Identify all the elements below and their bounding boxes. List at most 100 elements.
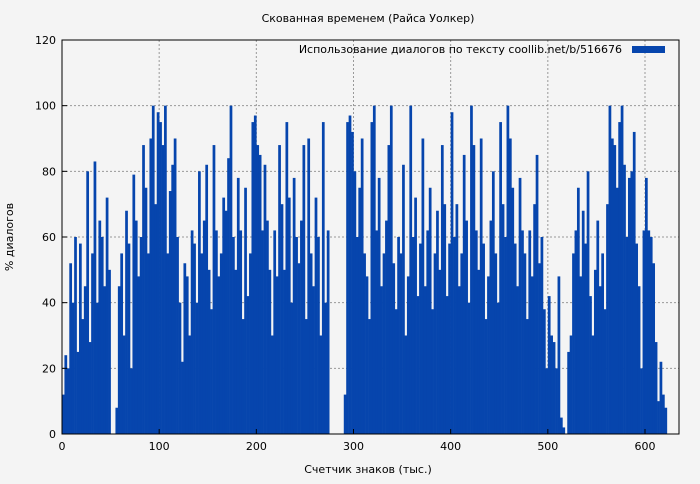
x-tick-label: 100 [149,440,170,453]
bar [399,253,403,434]
bar [251,122,255,434]
bar [222,197,226,434]
bar [360,138,364,434]
bar [477,269,481,434]
bar [654,342,658,434]
bar [156,112,160,434]
bar [440,145,444,435]
bar [411,237,415,434]
bar [295,237,298,434]
bar [380,286,383,434]
bar [321,122,325,434]
bar [482,243,485,434]
bar [285,122,289,434]
bar [183,263,187,434]
bar [161,145,165,435]
bar [652,263,656,434]
bar [263,164,267,434]
bar [419,243,422,434]
bar [312,286,315,434]
bar [168,191,172,434]
bar [319,335,323,434]
bar [484,319,488,434]
bar [494,253,498,434]
bar [171,164,175,434]
bar [86,171,90,435]
bar [606,204,609,434]
bar [596,220,600,434]
bar [346,122,349,434]
bar [608,105,612,435]
bar [416,296,420,434]
bar [280,204,284,434]
x-tick-label: 0 [59,440,66,453]
bar [513,243,517,434]
bar [125,210,128,434]
bar [154,204,158,434]
bar [635,243,639,434]
bar [627,177,631,434]
bar [533,204,536,434]
bar [270,335,274,434]
bar [501,204,505,434]
bar [185,276,189,434]
bar [487,276,490,434]
bar [589,296,592,434]
bar [584,243,587,434]
bar [460,253,464,434]
bar [438,269,442,434]
bar [229,105,233,435]
bar [404,335,408,434]
bar [74,237,77,434]
bar [302,145,306,435]
bar [470,105,473,435]
bar [210,309,213,434]
bar [324,302,328,434]
bar [317,237,320,434]
bar [266,220,269,434]
bar [567,351,570,434]
bar [144,187,148,434]
bar [181,361,184,434]
y-tick-label: 40 [42,297,56,310]
bar [139,237,143,434]
bar [632,131,636,434]
bar [664,407,668,434]
bar [576,187,580,434]
bar [625,237,629,434]
bar [557,276,561,434]
bar [79,243,82,434]
bar [193,243,196,434]
bar [569,335,573,434]
bar [202,220,206,434]
bar [290,302,294,434]
bar [545,368,549,434]
bar [151,105,155,435]
bar [283,269,286,434]
y-tick-label: 20 [42,362,56,375]
bar [103,286,107,434]
bar [239,230,243,434]
bar [142,145,145,435]
bar [448,243,451,434]
bar [173,138,177,434]
bar [555,368,558,434]
bar [212,145,216,435]
bar [421,138,425,434]
bar [574,230,578,434]
bar [307,138,311,434]
bar [372,105,376,435]
bar [455,204,459,434]
bar [525,319,529,434]
bar [511,187,515,434]
bar [100,237,104,434]
bar [355,237,359,434]
bar [387,145,391,435]
bar [224,210,228,434]
bar [496,302,500,434]
bar [314,197,318,434]
bar [108,269,111,434]
x-tick-label: 200 [246,440,267,453]
bar [474,230,478,434]
bar [188,335,192,434]
